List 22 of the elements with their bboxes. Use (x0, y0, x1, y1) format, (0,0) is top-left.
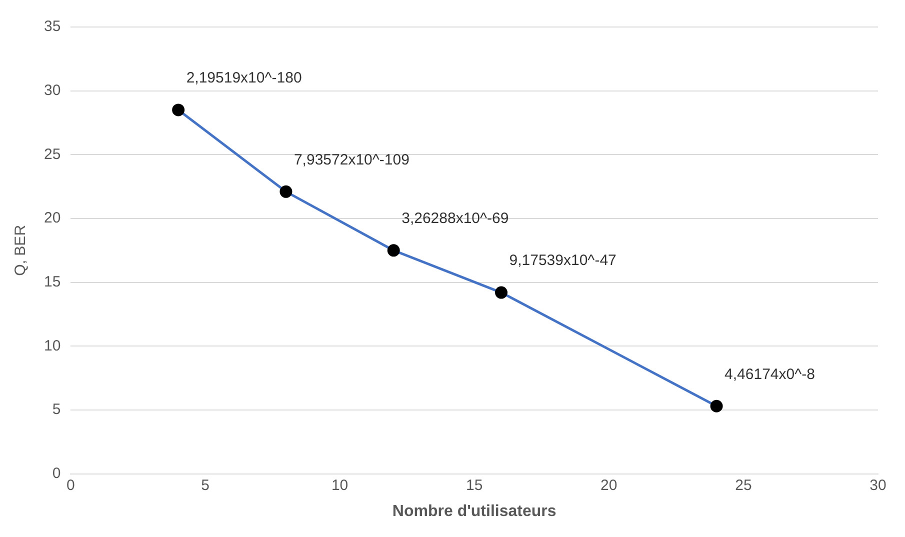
annotation: 9,17539x10^-47 (509, 252, 616, 270)
y-tick-label: 10 (44, 337, 61, 354)
y-tick-label: 20 (44, 210, 61, 227)
x-tick-label: 30 (870, 476, 886, 494)
y-tick-label: 0 (52, 464, 61, 482)
annotation: 7,93572x10^-109 (294, 151, 410, 168)
y-tick-label: 30 (44, 82, 61, 99)
x-tick-label: 10 (331, 476, 348, 494)
annotation: 4,46174x0^-8 (724, 366, 815, 383)
y-tick-label: 35 (44, 18, 61, 36)
annotation: 3,26288x10^-69 (402, 210, 509, 228)
x-tick-label: 5 (201, 476, 210, 494)
x-tick-label: 15 (466, 476, 483, 494)
x-tick-label: 20 (600, 476, 618, 494)
y-axis-title: Q, BER (12, 224, 30, 276)
y-tick-label: 25 (44, 146, 61, 163)
y-tick-label: 5 (52, 401, 61, 418)
x-tick-label: 25 (735, 476, 752, 494)
x-tick-label: 0 (66, 476, 75, 494)
annotation: 2,19519x10^-180 (186, 70, 302, 87)
x-axis-title: Nombre d'utilisateurs (392, 502, 556, 520)
y-tick-label: 15 (44, 273, 61, 290)
